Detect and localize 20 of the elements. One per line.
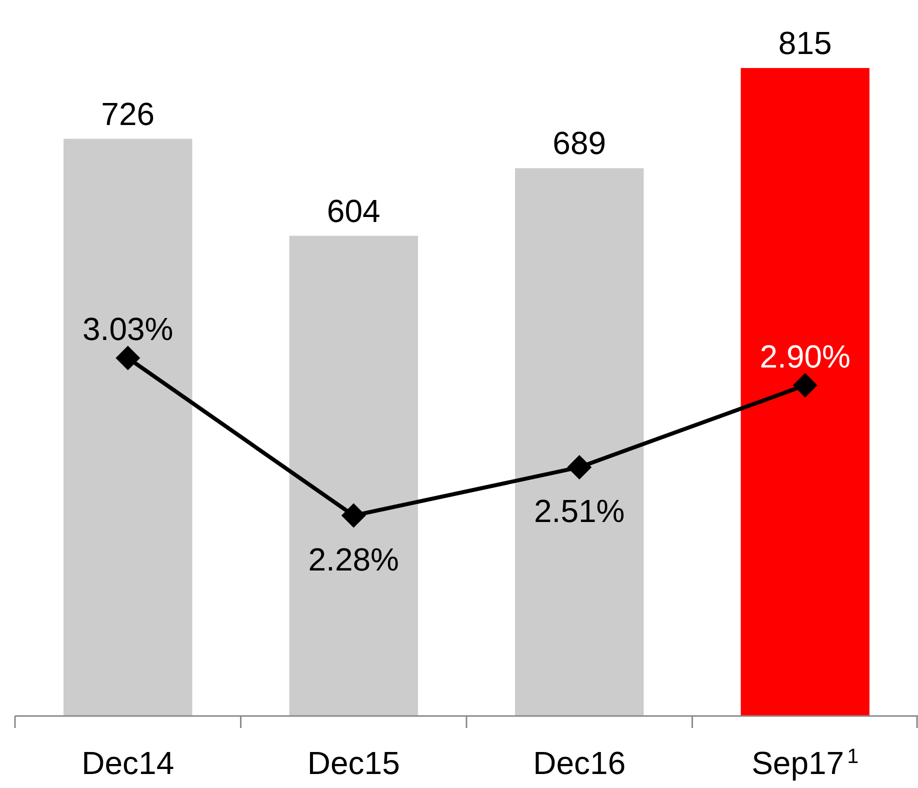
data-label: 815 — [778, 25, 832, 62]
bar — [64, 138, 192, 716]
point — [792, 373, 818, 398]
point — [116, 346, 140, 370]
data-label: 2.90% — [760, 338, 850, 374]
bar — [289, 236, 418, 716]
data-label: 604 — [326, 192, 380, 229]
data-label: 726 — [101, 96, 155, 132]
bar — [515, 168, 644, 716]
x-tick-label: Sep17$^{1}$ — [752, 744, 859, 781]
point — [567, 454, 592, 480]
x-tick-label: Dec14 — [82, 745, 174, 781]
x-tick-label: Dec15 — [307, 745, 400, 781]
data-label: 2.28% — [308, 542, 399, 578]
bar — [740, 68, 870, 716]
data-label: 2.51% — [534, 493, 625, 530]
point — [341, 503, 366, 528]
data-label: 3.03% — [82, 311, 174, 347]
x-tick-label: Dec16 — [533, 745, 626, 781]
data-label: 689 — [552, 125, 606, 162]
